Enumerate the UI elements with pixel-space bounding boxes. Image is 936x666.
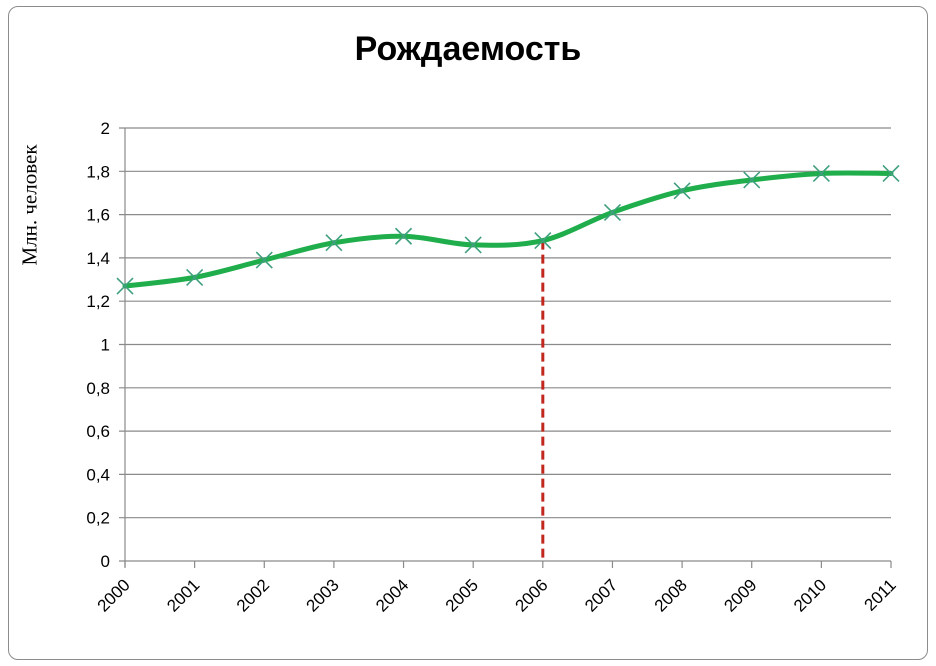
y-tick-label: 1: [101, 336, 110, 355]
x-tick-label: 2000: [94, 575, 134, 615]
marker-stroke: [116, 277, 134, 295]
data-point-marker: [116, 277, 134, 295]
data-point-marker: [812, 164, 830, 183]
y-tick-label: 2: [101, 119, 110, 138]
y-tick-label: 1,4: [86, 249, 110, 268]
y-tick-label: 0,2: [86, 509, 110, 528]
x-tick-label: 2009: [720, 575, 760, 615]
series-group: [116, 164, 900, 295]
marker-stroke: [812, 164, 830, 183]
y-tick-labels: 0 0,2 0,4 0,6 0,8 1 1,2 1,4 1,6 1,8 2: [86, 119, 110, 571]
data-point-marker: [882, 164, 900, 183]
marker-stroke: [603, 203, 622, 222]
marker-stroke: [743, 171, 761, 189]
marker-stroke: [255, 251, 273, 269]
chart-frame: [8, 6, 928, 660]
marker-stroke: [394, 227, 413, 245]
y-tick-label: 1,2: [86, 292, 110, 311]
data-point-marker: [255, 251, 273, 269]
gridlines: [119, 127, 892, 568]
marker-stroke: [186, 268, 204, 286]
marker-stroke: [325, 234, 343, 252]
x-tick-labels: 2000 2001 2002 2003 2004 2005 2006 2007 2008 2009…: [94, 575, 900, 615]
y-tick-label: 1,8: [86, 162, 110, 181]
data-point-marker: [603, 203, 622, 222]
y-tick-label: 1,6: [86, 206, 110, 225]
x-tick-label: 2004: [372, 575, 412, 615]
chart-title: Рождаемость: [354, 30, 582, 68]
series-line: [122, 170, 894, 289]
marker-stroke: [534, 232, 552, 250]
data-point-marker: [743, 171, 761, 189]
y-tick-label: 0,8: [86, 379, 110, 398]
x-tick-label: 2005: [442, 575, 482, 615]
y-tick-label: 0,4: [86, 465, 110, 484]
x-tick-label: 2006: [511, 575, 551, 615]
x-tick-label: 2001: [163, 575, 203, 615]
data-point-marker: [394, 227, 413, 245]
x-tick-label: 2003: [303, 575, 343, 615]
data-point-marker: [186, 268, 204, 286]
marker-stroke: [464, 236, 482, 254]
x-tick-label: 2010: [790, 575, 830, 615]
data-point-marker: [325, 234, 343, 252]
y-tick-label: 0,6: [86, 422, 110, 441]
data-point-marker: [534, 232, 552, 250]
marker-stroke: [882, 164, 900, 183]
x-tick-label: 2007: [581, 575, 621, 615]
x-tick-label: 2008: [651, 575, 691, 615]
marker-stroke: [673, 182, 691, 200]
y-tick-label: 0: [101, 552, 110, 571]
x-tick-label: 2002: [233, 575, 273, 615]
data-point-marker: [464, 236, 482, 254]
data-point-marker: [673, 182, 691, 200]
x-tick-label: 2011: [861, 575, 900, 614]
